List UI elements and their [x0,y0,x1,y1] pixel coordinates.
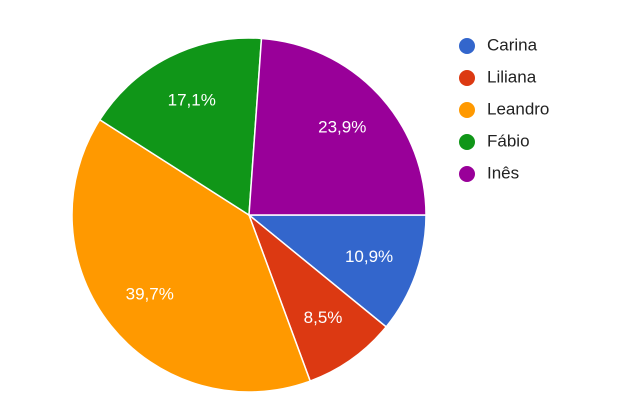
legend-label: Inês [487,163,519,182]
pie-slice [248,37,427,216]
pie-slice [71,118,312,393]
legend-swatch [459,38,475,54]
slice-label: 10,9% [345,247,393,266]
slice-label: 17,1% [168,91,216,110]
legend-swatch [459,134,475,150]
slice-label: 23,9% [318,118,366,137]
legend-swatch [459,166,475,182]
legend-label: Carina [487,35,538,54]
legend-swatch [459,70,475,86]
legend-label: Fábio [487,131,530,150]
legend-label: Leandro [487,99,549,118]
legend-swatch [459,102,475,118]
slice-label: 39,7% [126,284,174,303]
legend-label: Liliana [487,67,537,86]
pie-slice [246,214,427,328]
slice-label: 8,5% [304,308,343,327]
pie-slice [98,37,263,217]
pie-slice [247,212,388,383]
